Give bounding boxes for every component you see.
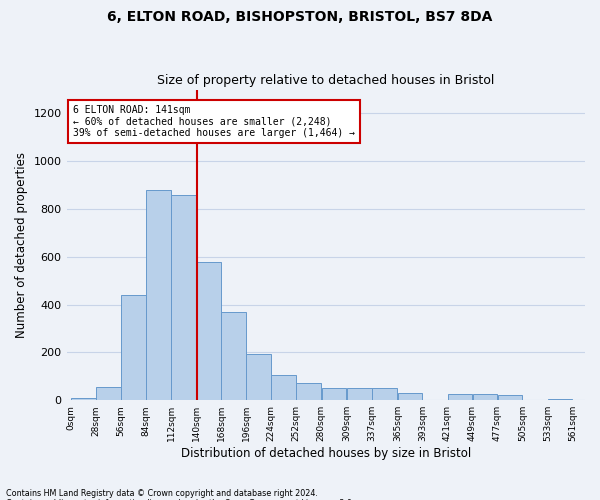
Bar (373, 388, 397, 400)
Bar (247, 354, 271, 400)
Bar (548, 399, 572, 400)
Bar (497, 396, 522, 400)
X-axis label: Distribution of detached houses by size in Bristol: Distribution of detached houses by size … (181, 447, 471, 460)
Text: 6, ELTON ROAD, BISHOPSTON, BRISTOL, BS7 8DA: 6, ELTON ROAD, BISHOPSTON, BRISTOL, BS7 … (107, 10, 493, 24)
Bar (71, 398, 96, 400)
Bar (221, 312, 246, 400)
Y-axis label: Number of detached properties: Number of detached properties (15, 152, 28, 338)
Bar (322, 388, 346, 400)
Bar (172, 194, 196, 400)
Bar (196, 262, 221, 400)
Text: Contains public sector information licensed under the Open Government Licence v3: Contains public sector information licen… (6, 498, 355, 500)
Bar (121, 295, 146, 400)
Text: 6 ELTON ROAD: 141sqm
← 60% of detached houses are smaller (2,248)
39% of semi-de: 6 ELTON ROAD: 141sqm ← 60% of detached h… (73, 105, 355, 138)
Bar (473, 394, 497, 400)
Bar (271, 375, 296, 400)
Bar (448, 394, 472, 400)
Bar (347, 388, 372, 400)
Bar (146, 190, 171, 400)
Bar (96, 387, 121, 400)
Bar (296, 384, 321, 400)
Bar (398, 393, 422, 400)
Title: Size of property relative to detached houses in Bristol: Size of property relative to detached ho… (157, 74, 494, 87)
Text: Contains HM Land Registry data © Crown copyright and database right 2024.: Contains HM Land Registry data © Crown c… (6, 488, 318, 498)
